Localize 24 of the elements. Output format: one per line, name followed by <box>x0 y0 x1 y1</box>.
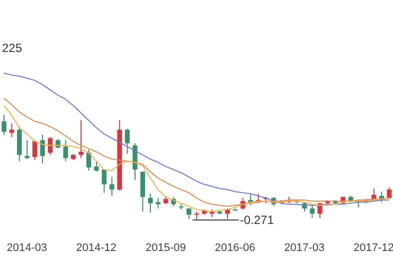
candlestick <box>225 208 230 220</box>
x-tick-label: 2016-06 <box>214 242 256 254</box>
candlestick <box>109 176 114 196</box>
annotation: -0.271 <box>240 212 274 227</box>
candlestick <box>386 186 392 200</box>
candlestick <box>32 140 38 161</box>
candlestick <box>156 197 161 209</box>
candlestick <box>40 134 45 164</box>
candlestick <box>78 120 84 159</box>
candlestick <box>94 160 99 172</box>
candlestick <box>24 140 30 160</box>
x-tick-label: 2015-09 <box>145 242 186 254</box>
x-tick-label: 2014-03 <box>6 242 48 254</box>
x-tick-label: 2014-12 <box>76 242 117 254</box>
x-tick-label: 2017-03 <box>284 242 325 254</box>
candlestick <box>63 140 68 162</box>
candlestick <box>148 193 153 214</box>
candlestick <box>2 114 6 136</box>
candlestick <box>9 122 14 138</box>
candlestick <box>310 204 315 218</box>
candlestick <box>124 128 130 154</box>
text: 225 <box>2 41 22 55</box>
candlestick <box>102 169 107 194</box>
x-tick-label: 2017-12 <box>354 242 393 254</box>
